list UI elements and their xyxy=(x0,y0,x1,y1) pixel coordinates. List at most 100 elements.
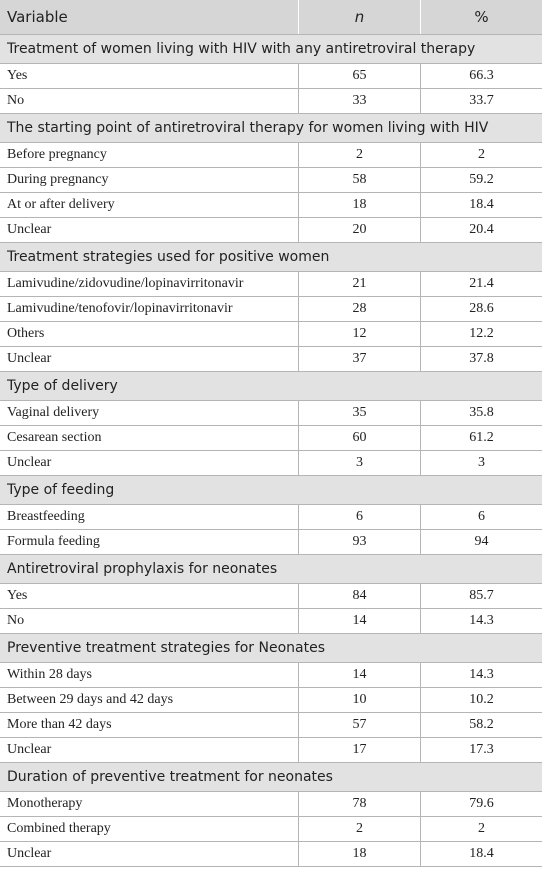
cell: 18.4 xyxy=(420,842,542,866)
data-row: Between 29 days and 42 days 10 10.2 xyxy=(0,688,542,713)
cell: 58 xyxy=(298,168,420,192)
cell: 6 xyxy=(420,505,542,529)
cell: Cesarean section xyxy=(7,430,102,445)
section-title: Treatment strategies used for positive w… xyxy=(0,243,542,272)
data-row: Unclear 17 17.3 xyxy=(0,738,542,763)
cell: 58.2 xyxy=(420,713,542,737)
cell: Monotherapy xyxy=(7,796,83,811)
cell: 2 xyxy=(298,143,420,167)
cell: Lamivudine/tenofovir/lopinavirritonavir xyxy=(7,301,233,316)
cell: 35.8 xyxy=(420,401,542,425)
cell: Breastfeeding xyxy=(7,509,85,524)
data-row: Unclear 3 3 xyxy=(0,451,542,476)
data-row: Before pregnancy 2 2 xyxy=(0,143,542,168)
cell: 35 xyxy=(298,401,420,425)
cell: 12 xyxy=(298,322,420,346)
cell: 33 xyxy=(298,89,420,113)
data-row: Within 28 days 14 14.3 xyxy=(0,663,542,688)
cell: 12.2 xyxy=(420,322,542,346)
data-row: No 33 33.7 xyxy=(0,89,542,114)
cell: 28 xyxy=(298,297,420,321)
cell: 59.2 xyxy=(420,168,542,192)
cell: 60 xyxy=(298,426,420,450)
cell: Vaginal delivery xyxy=(7,405,100,420)
cell: 18.4 xyxy=(420,193,542,217)
cell: Formula feeding xyxy=(7,534,100,549)
cell: 85.7 xyxy=(420,584,542,608)
section-title: Duration of preventive treatment for neo… xyxy=(0,763,542,792)
cell: Combined therapy xyxy=(7,821,111,836)
cell: 33.7 xyxy=(420,89,542,113)
cell: Before pregnancy xyxy=(7,147,107,162)
data-row: Lamivudine/zidovudine/lopinavirritonavir… xyxy=(0,272,542,297)
cell: Lamivudine/zidovudine/lopinavirritonavir xyxy=(7,276,244,291)
cell: 57 xyxy=(298,713,420,737)
data-row: Lamivudine/tenofovir/lopinavirritonavir 2… xyxy=(0,297,542,322)
cell: At or after delivery xyxy=(7,197,115,212)
data-row: Cesarean section 60 61.2 xyxy=(0,426,542,451)
cell: Yes xyxy=(7,68,28,83)
cell: 37 xyxy=(298,347,420,371)
section-title: Type of feeding xyxy=(0,476,542,505)
section-title: Treatment of women living with HIV with … xyxy=(0,35,542,64)
cell: No xyxy=(7,613,25,628)
data-row: Unclear 18 18.4 xyxy=(0,842,542,867)
data-row: Unclear 20 20.4 xyxy=(0,218,542,243)
cell: 2 xyxy=(420,817,542,841)
cell: 93 xyxy=(298,530,420,554)
cell: 78 xyxy=(298,792,420,816)
data-row: At or after delivery 18 18.4 xyxy=(0,193,542,218)
section-title: Antiretroviral prophylaxis for neonates xyxy=(0,555,542,584)
cell: 3 xyxy=(420,451,542,475)
cell: 21 xyxy=(298,272,420,296)
cell: 14.3 xyxy=(420,609,542,633)
data-row: Yes 84 85.7 xyxy=(0,584,542,609)
data-row: Monotherapy 78 79.6 xyxy=(0,792,542,817)
cell: Others xyxy=(7,326,45,341)
cell: Unclear xyxy=(7,222,52,237)
cell: 2 xyxy=(420,143,542,167)
cell: 3 xyxy=(298,451,420,475)
cell: 20.4 xyxy=(420,218,542,242)
cell: 65 xyxy=(298,64,420,88)
cell: Unclear xyxy=(7,351,52,366)
cell: 20 xyxy=(298,218,420,242)
data-row: Combined therapy 2 2 xyxy=(0,817,542,842)
section-title: Type of delivery xyxy=(0,372,542,401)
header-cell: % xyxy=(420,0,542,34)
data-row: Vaginal delivery 35 35.8 xyxy=(0,401,542,426)
cell: 94 xyxy=(420,530,542,554)
data-row: Others 12 12.2 xyxy=(0,322,542,347)
cell: 14 xyxy=(298,609,420,633)
data-row: Breastfeeding 6 6 xyxy=(0,505,542,530)
header-cell: n xyxy=(298,0,420,34)
data-row: More than 42 days 57 58.2 xyxy=(0,713,542,738)
cell: 10 xyxy=(298,688,420,712)
header-row: Variable n % xyxy=(0,0,542,35)
cell: 37.8 xyxy=(420,347,542,371)
cell: Within 28 days xyxy=(7,667,92,682)
cell: During pregnancy xyxy=(7,172,109,187)
cell: Yes xyxy=(7,588,28,603)
cell: 79.6 xyxy=(420,792,542,816)
cell: Unclear xyxy=(7,846,52,861)
data-row: During pregnancy 58 59.2 xyxy=(0,168,542,193)
section-title: Preventive treatment strategies for Neon… xyxy=(0,634,542,663)
cell: 10.2 xyxy=(420,688,542,712)
cell: 17.3 xyxy=(420,738,542,762)
header-cell: Variable xyxy=(7,8,68,26)
section-title: The starting point of antiretroviral the… xyxy=(0,114,542,143)
data-row: No 14 14.3 xyxy=(0,609,542,634)
cell: Unclear xyxy=(7,742,52,757)
cell: 17 xyxy=(298,738,420,762)
cell: 28.6 xyxy=(420,297,542,321)
data-row: Yes 65 66.3 xyxy=(0,64,542,89)
cell: 14 xyxy=(298,663,420,687)
cell: Between 29 days and 42 days xyxy=(7,692,174,707)
cell: Unclear xyxy=(7,455,52,470)
data-row: Formula feeding 93 94 xyxy=(0,530,542,555)
cell: 14.3 xyxy=(420,663,542,687)
cell: 6 xyxy=(298,505,420,529)
cell: 18 xyxy=(298,842,420,866)
